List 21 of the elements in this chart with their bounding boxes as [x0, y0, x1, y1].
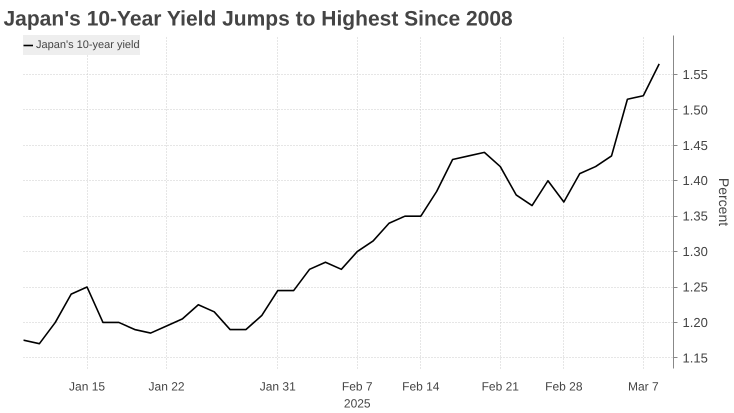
x-tick-label: Jan 22	[148, 380, 185, 394]
y-tick-label: 1.15	[682, 350, 708, 366]
y-tick-label: 1.25	[682, 280, 708, 295]
x-tick-label: Mar 7	[628, 380, 659, 394]
y-tick-label: 1.35	[682, 208, 708, 224]
x-tick-label: Feb 14	[402, 380, 440, 394]
y-tick-label: 1.30	[682, 244, 708, 260]
y-tick-label: 1.50	[682, 102, 708, 118]
line-series	[24, 63, 660, 344]
y-tick-label: 1.45	[682, 138, 708, 153]
y-tick-label: 1.55	[682, 66, 708, 82]
y-axis-title: Percent	[716, 178, 732, 226]
chart-title: Japan's 10-Year Yield Jumps to Highest Since 2008	[4, 8, 514, 30]
x-tick-label: Feb 7 2025	[342, 380, 373, 410]
x-tick-label: Feb 21	[482, 380, 520, 394]
x-tick-label: Jan 31	[260, 380, 296, 394]
y-tick-label: 1.40	[682, 173, 708, 188]
x-tick-label: Feb 28	[545, 380, 583, 394]
x-tick-label: Jan 15	[69, 380, 106, 394]
legend-label: Japan's 10-year yield	[36, 39, 140, 51]
y-tick-label: 1.20	[682, 314, 708, 330]
